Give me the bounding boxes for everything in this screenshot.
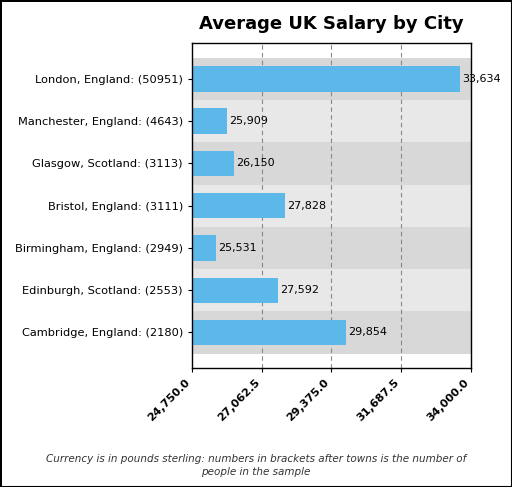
Bar <box>192 311 471 354</box>
Bar <box>192 109 227 134</box>
Text: 25,531: 25,531 <box>218 243 257 253</box>
Bar <box>192 185 471 227</box>
Bar <box>192 193 285 218</box>
Text: 26,150: 26,150 <box>237 158 275 169</box>
Bar <box>192 269 471 311</box>
Bar <box>192 142 471 185</box>
Bar <box>192 278 278 303</box>
Text: 25,909: 25,909 <box>229 116 268 126</box>
Title: Average UK Salary by City: Average UK Salary by City <box>199 15 464 33</box>
Text: 27,828: 27,828 <box>287 201 326 211</box>
Bar <box>192 320 346 345</box>
Bar <box>192 100 471 142</box>
Text: 27,592: 27,592 <box>280 285 319 295</box>
Text: Currency is in pounds sterling: numbers in brackets after towns is the number of: Currency is in pounds sterling: numbers … <box>46 454 466 477</box>
Bar <box>192 235 216 261</box>
Text: 29,854: 29,854 <box>348 327 387 337</box>
Bar <box>192 66 460 92</box>
Bar <box>192 150 234 176</box>
Text: 33,634: 33,634 <box>462 74 501 84</box>
Bar <box>192 227 471 269</box>
Bar <box>192 57 471 100</box>
